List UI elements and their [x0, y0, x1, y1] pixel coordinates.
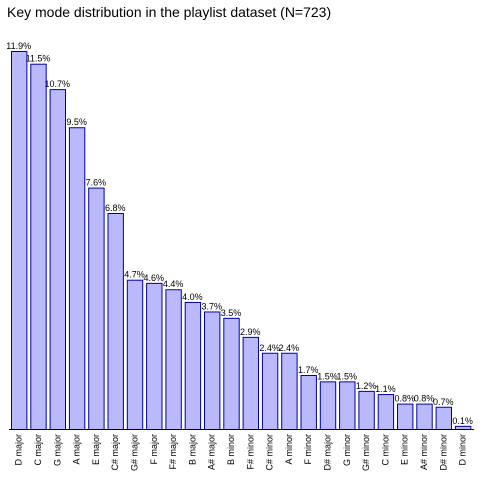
value-label-23: 0.1%: [452, 416, 473, 426]
bar-0: [11, 51, 28, 430]
tick-labels-group: D major C major G major A major E major C# ma…: [14, 434, 468, 471]
tick-label-15: F minor: [303, 434, 313, 465]
tick-label-20: E minor: [400, 434, 410, 465]
tick-label-12: F# minor: [245, 434, 255, 470]
value-label-15: 1.7%: [298, 365, 319, 375]
bar-22: [435, 406, 453, 431]
value-label-14: 2.4%: [279, 343, 300, 353]
value-label-19: 1.1%: [375, 384, 396, 394]
bar-14: [281, 352, 298, 430]
value-label-0: 11.9%: [6, 41, 31, 51]
chart-title: Key mode distribution in the playlist da…: [7, 4, 332, 20]
tick-label-18: G# minor: [361, 434, 371, 471]
bar-18: [358, 390, 375, 430]
tick-label-22: D# minor: [438, 434, 448, 471]
bar-3: [68, 127, 86, 430]
bar-17: [339, 381, 356, 430]
tick-label-4: E major: [91, 434, 101, 465]
value-label-5: 6.8%: [105, 203, 126, 213]
tick-label-19: C minor: [380, 434, 390, 466]
value-label-8: 4.4%: [163, 279, 184, 289]
tick-label-16: D# major: [323, 434, 333, 471]
value-label-13: 2.4%: [259, 343, 280, 353]
bar-15: [300, 375, 317, 430]
tick-label-8: F# major: [168, 434, 178, 470]
value-label-18: 1.2%: [356, 381, 377, 391]
value-label-16: 1.5%: [317, 371, 338, 381]
bar-4: [88, 187, 105, 430]
value-label-10: 3.7%: [201, 301, 222, 311]
bar-2: [49, 89, 66, 430]
value-label-9: 4.0%: [182, 292, 203, 302]
value-labels-group: 11.9% 11.5% 10.7% 9.5% 7.6% 6.8% 4.7%4.6%4.4% 4…: [6, 41, 473, 426]
bar-12: [242, 336, 260, 430]
tick-label-14: A minor: [284, 434, 294, 465]
value-label-21: 0.8%: [414, 394, 435, 404]
tick-label-5: C# major: [110, 434, 120, 471]
tick-label-11: B minor: [226, 434, 236, 465]
bar-13: [261, 352, 279, 430]
tick-label-2: G major: [52, 434, 62, 466]
bar-10: [204, 311, 221, 430]
tick-label-23: D minor: [458, 434, 468, 466]
bar-1: [30, 63, 47, 431]
value-label-12: 2.9%: [240, 327, 261, 337]
tick-label-0: D major: [14, 434, 24, 466]
tick-label-10: A# major: [207, 434, 217, 470]
value-label-3: 9.5%: [66, 117, 87, 127]
bar-5: [107, 213, 124, 430]
bar-11: [223, 317, 240, 430]
bar-7: [146, 282, 163, 430]
value-label-22: 0.7%: [433, 397, 454, 407]
bar-19: [377, 394, 395, 431]
value-label-11: 3.5%: [221, 308, 242, 318]
tick-label-1: C major: [33, 434, 43, 466]
tick-label-3: A major: [72, 434, 82, 465]
bar-6: [126, 279, 144, 430]
value-label-7: 4.6%: [144, 273, 165, 283]
tick-label-6: G# major: [130, 434, 140, 471]
value-label-6: 4.7%: [124, 270, 145, 280]
value-label-2: 10.7%: [45, 79, 71, 89]
bar-9: [184, 301, 202, 430]
bar-8: [165, 289, 182, 430]
value-label-17: 1.5%: [337, 371, 358, 381]
bar-20: [397, 403, 414, 430]
tick-label-13: C# minor: [265, 434, 275, 471]
value-label-20: 0.8%: [394, 394, 415, 404]
tick-label-17: G minor: [342, 434, 352, 466]
bars-group: [11, 51, 472, 431]
bar-21: [416, 403, 433, 430]
value-label-4: 7.6%: [86, 178, 107, 188]
tick-label-7: F major: [149, 434, 159, 465]
value-label-1: 11.5%: [26, 54, 51, 64]
tick-label-9: B major: [187, 434, 197, 465]
bar-16: [319, 381, 337, 430]
tick-label-21: A# minor: [419, 434, 429, 470]
